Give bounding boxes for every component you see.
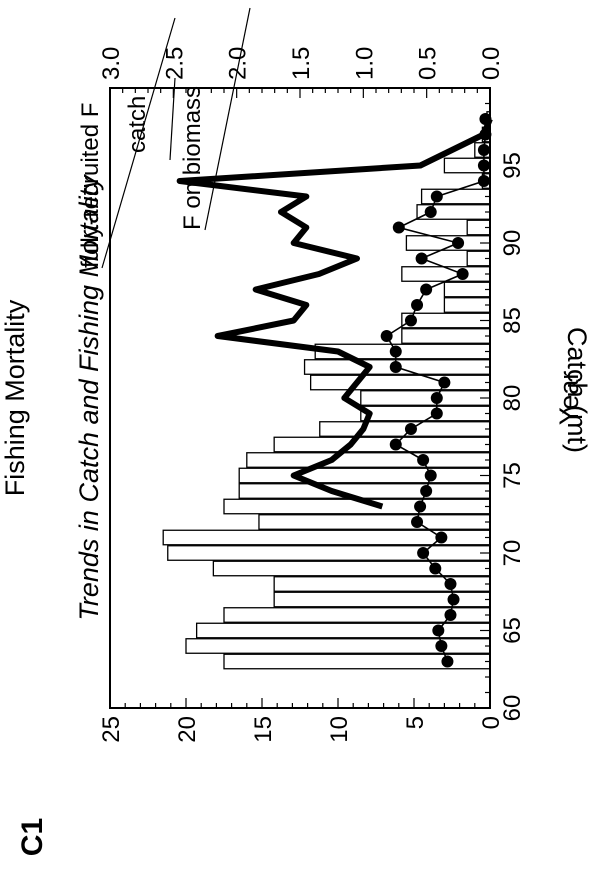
catch-bar (195, 622, 491, 639)
f-biomass-point (424, 206, 437, 218)
f-biomass-point (392, 221, 405, 234)
f-biomass-annotation-arrow (204, 7, 251, 231)
f-biomass-point (447, 593, 460, 606)
catch-bar (246, 452, 491, 468)
fully-recruited-f-annotation-arrow (101, 17, 176, 269)
catch-bar (212, 560, 491, 577)
y-tick-label: 10 (326, 716, 353, 743)
y2-tick-label: 0.5 (415, 47, 442, 80)
catch-bar (273, 576, 491, 592)
y-tick-label: 15 (250, 716, 277, 743)
f-biomass-point (411, 516, 424, 528)
catch-annotation: catch (124, 96, 151, 153)
x-tick-label: 70 (499, 540, 526, 567)
x-tick-label: 95 (499, 152, 526, 179)
f-biomass-point (444, 609, 457, 621)
f-biomass-point (429, 562, 442, 575)
f-biomass-point (389, 438, 402, 451)
x-tick-label: 65 (499, 617, 526, 644)
catch-bar (258, 514, 491, 530)
catch-bar (309, 374, 491, 391)
f-biomass-point (452, 237, 465, 249)
f-biomass-point (411, 299, 424, 311)
catch-bar (360, 405, 491, 422)
catch-bar (167, 545, 491, 561)
f-biomass-point (477, 175, 490, 187)
y-tick-label: 20 (174, 716, 201, 743)
y-tick-label: 5 (402, 716, 429, 729)
f-biomass-point (435, 640, 448, 652)
y-tick-label: 25 (98, 716, 125, 743)
x-tick-label: 80 (499, 385, 526, 412)
x-tick-label: 85 (499, 307, 526, 334)
f-biomass-annotation: F on biomass (179, 86, 206, 230)
x-tick-label: 60 (499, 695, 526, 722)
f-biomass-point (380, 330, 393, 342)
f-biomass-point (430, 190, 443, 203)
x-tick-label: 90 (499, 230, 526, 257)
f-biomass-point (430, 407, 443, 420)
f-biomass-point (414, 500, 427, 513)
y2-axis-label: Fishing Mortality (0, 299, 30, 496)
f-biomass-point (389, 345, 402, 358)
f-biomass-point (441, 655, 454, 668)
f-biomass-point (438, 376, 451, 389)
f-biomass-point (444, 578, 457, 590)
catch-bar (401, 328, 491, 344)
f-biomass-point (404, 314, 417, 327)
catch-bars (162, 111, 491, 670)
panel-label: C1 (16, 817, 49, 857)
f-biomass-point (432, 624, 445, 637)
f-biomass-point (389, 361, 402, 373)
catch-bar (405, 235, 491, 251)
y-axis-label: Catch (mt) (562, 327, 592, 453)
f-biomass-point (477, 144, 490, 156)
catch-bar (238, 483, 491, 499)
y2-tick-label: 1.0 (351, 47, 378, 80)
y2-tick-label: 0.0 (478, 47, 505, 80)
catch-bar (273, 436, 491, 453)
catch-bar (443, 281, 491, 298)
f-biomass-dots (380, 113, 492, 668)
f-biomass-point (417, 547, 430, 559)
y-axis-ticks: 0 5 10 15 20 25 (98, 698, 505, 743)
fully-recruited-f-line (176, 117, 493, 510)
x-axis-ticks: 60 65 70 75 80 85 90 95 (480, 87, 526, 722)
y2-axis-ticks: 0.0 0.5 1.0 1.5 2.0 2.5 3.0 (98, 47, 505, 98)
f-biomass-point (417, 454, 430, 466)
f-biomass-point (420, 485, 433, 497)
x-axis-label: Year (554, 371, 584, 426)
catch-bar (401, 266, 491, 282)
catch-bar (443, 297, 491, 313)
fully-recruited-f-annotation: fully-recruited F (77, 103, 104, 268)
catch-bar (238, 467, 491, 484)
f-biomass-point (430, 392, 443, 404)
catch-annotation-arrow (169, 77, 176, 161)
catch-bar (360, 390, 491, 406)
y2-tick-label: 1.5 (288, 47, 315, 80)
x-tick-label: 75 (499, 462, 526, 489)
f-biomass-point (435, 531, 448, 544)
y2-tick-label: 2.5 (161, 47, 188, 80)
f-biomass-point (404, 423, 417, 435)
y2-tick-label: 2.0 (225, 47, 252, 80)
plot-area: 60 65 70 75 80 85 90 95 0 5 10 15 20 25 0.0 0.5 1.0 1.5… (0, 7, 584, 743)
f-biomass-point (456, 268, 469, 280)
y-tick-label: 0 (478, 716, 505, 729)
chart-title: Trends in Catch and Fishing Mortality (74, 174, 104, 621)
f-biomass-point (420, 283, 433, 296)
f-biomass-point (424, 469, 437, 482)
f-biomass-point (415, 252, 428, 265)
y2-tick-label: 3.0 (98, 47, 125, 80)
